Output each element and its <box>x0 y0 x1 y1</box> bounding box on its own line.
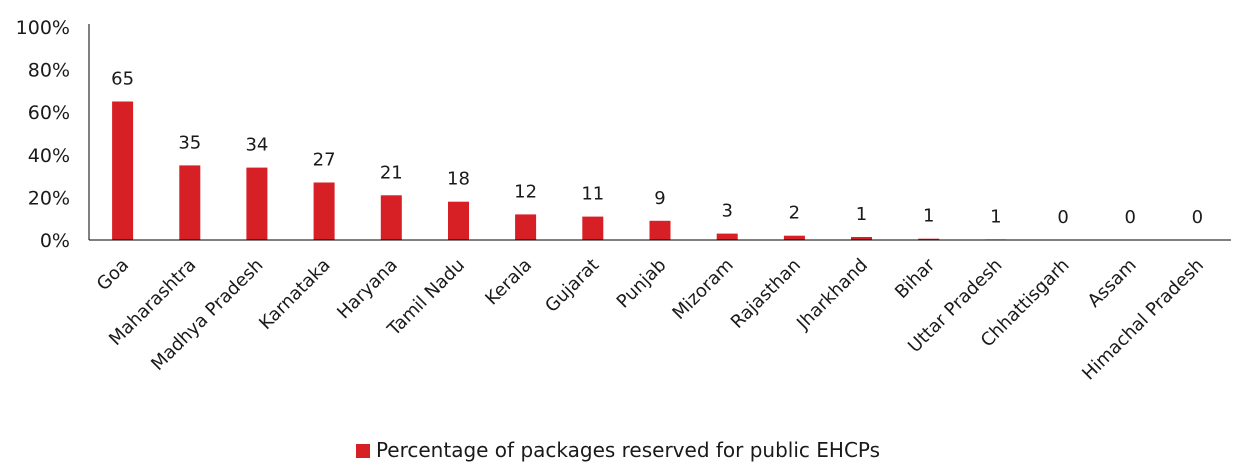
bar-value-label: 21 <box>380 162 403 183</box>
bar <box>179 165 201 240</box>
x-tick-label: Punjab <box>613 255 671 313</box>
bar <box>380 195 402 240</box>
bar-value-label: 0 <box>1124 207 1135 228</box>
y-axis-ticks: 0% 20% 40% 60% 80% 100% <box>16 17 70 252</box>
bar <box>246 167 268 240</box>
bar <box>313 182 335 240</box>
bar <box>918 238 940 240</box>
bar <box>448 201 469 240</box>
bar-value-label: 2 <box>789 203 800 224</box>
x-tick-label: Kerala <box>481 255 536 310</box>
x-tick-label: Rajasthan <box>727 255 805 333</box>
bars-group <box>112 101 1007 240</box>
bar-value-label: 34 <box>245 135 268 156</box>
legend-label: Percentage of packages reserved for publ… <box>375 438 881 462</box>
bar <box>112 101 134 240</box>
x-tick-label: Mizoram <box>668 255 737 324</box>
bar-value-label: 1 <box>923 206 934 227</box>
x-tick-label: Karnataka <box>255 255 334 334</box>
x-tick-label: Jharkhand <box>792 255 872 335</box>
legend-swatch <box>355 444 370 458</box>
bar-value-label: 35 <box>178 132 201 153</box>
y-tick-label: 100% <box>16 17 70 39</box>
x-tick-label: Gujarat <box>541 255 603 317</box>
y-tick-label: 80% <box>28 60 70 82</box>
x-tick-label: Madhya Pradesh <box>147 255 267 375</box>
bar <box>582 216 604 240</box>
y-tick-label: 0% <box>40 230 70 252</box>
bar-value-label: 9 <box>654 188 665 209</box>
bar <box>716 233 738 240</box>
x-tick-label: Goa <box>93 255 133 295</box>
bar-value-label: 0 <box>1192 207 1203 228</box>
legend: Percentage of packages reserved for publ… <box>0 438 1236 462</box>
bar-value-label: 0 <box>1057 207 1068 228</box>
x-tick-label: Bihar <box>891 254 940 303</box>
x-tick-label: Assam <box>1084 255 1141 312</box>
x-tick-label: Haryana <box>333 255 402 324</box>
bar <box>515 214 537 240</box>
bar <box>783 235 805 240</box>
bar-value-label: 27 <box>313 150 336 171</box>
y-tick-label: 20% <box>28 187 70 209</box>
bar-value-label: 1 <box>856 204 867 225</box>
bar <box>649 220 671 240</box>
x-tick-label: Himachal Pradesh <box>1078 255 1208 385</box>
bar-value-label: 1 <box>990 206 1001 227</box>
bar-value-label: 12 <box>514 181 537 202</box>
y-tick-label: 60% <box>28 102 70 124</box>
bar-value-label: 18 <box>447 169 470 190</box>
bar-value-label: 3 <box>721 201 732 222</box>
bar-value-label: 65 <box>111 69 134 90</box>
bar <box>851 237 872 240</box>
bar-value-label: 11 <box>581 184 604 205</box>
y-tick-label: 40% <box>28 145 70 167</box>
